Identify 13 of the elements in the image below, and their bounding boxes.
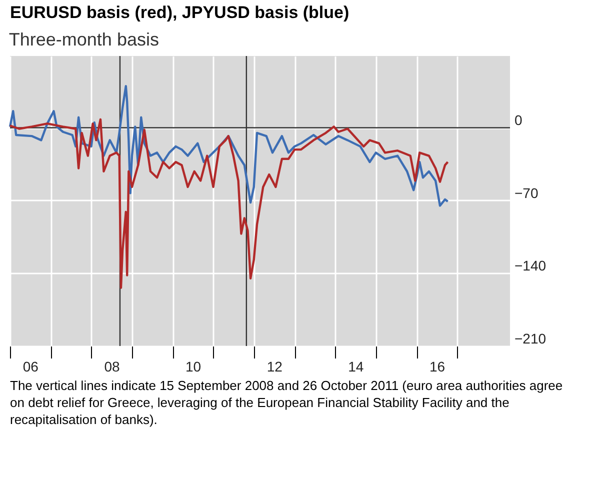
y-tick-label: −210	[514, 330, 546, 346]
x-tick-label: 14	[348, 358, 364, 374]
x-tick-label: 06	[22, 358, 39, 374]
chart-subtitle: Three-month basis	[8, 29, 159, 50]
x-tick-label: 08	[104, 358, 120, 374]
chart-title: EURUSD basis (red), JPYUSD basis (blue)	[10, 3, 350, 22]
y-tick-label: 0	[514, 112, 522, 128]
x-tick-label: 10	[185, 358, 202, 374]
x-tick-label: 12	[266, 358, 283, 374]
y-tick-label: −140	[514, 258, 546, 274]
y-tick-label: −70	[514, 184, 538, 201]
text: The vertical lines indicate 15 September 2008 and 26 October 2011 (euro area authorities agree on debt relief for Greece, leveraging of the European Financial Stability Facility and the recapitalisation of banks).	[10, 378, 563, 427]
x-tick-label: 16	[429, 358, 446, 374]
